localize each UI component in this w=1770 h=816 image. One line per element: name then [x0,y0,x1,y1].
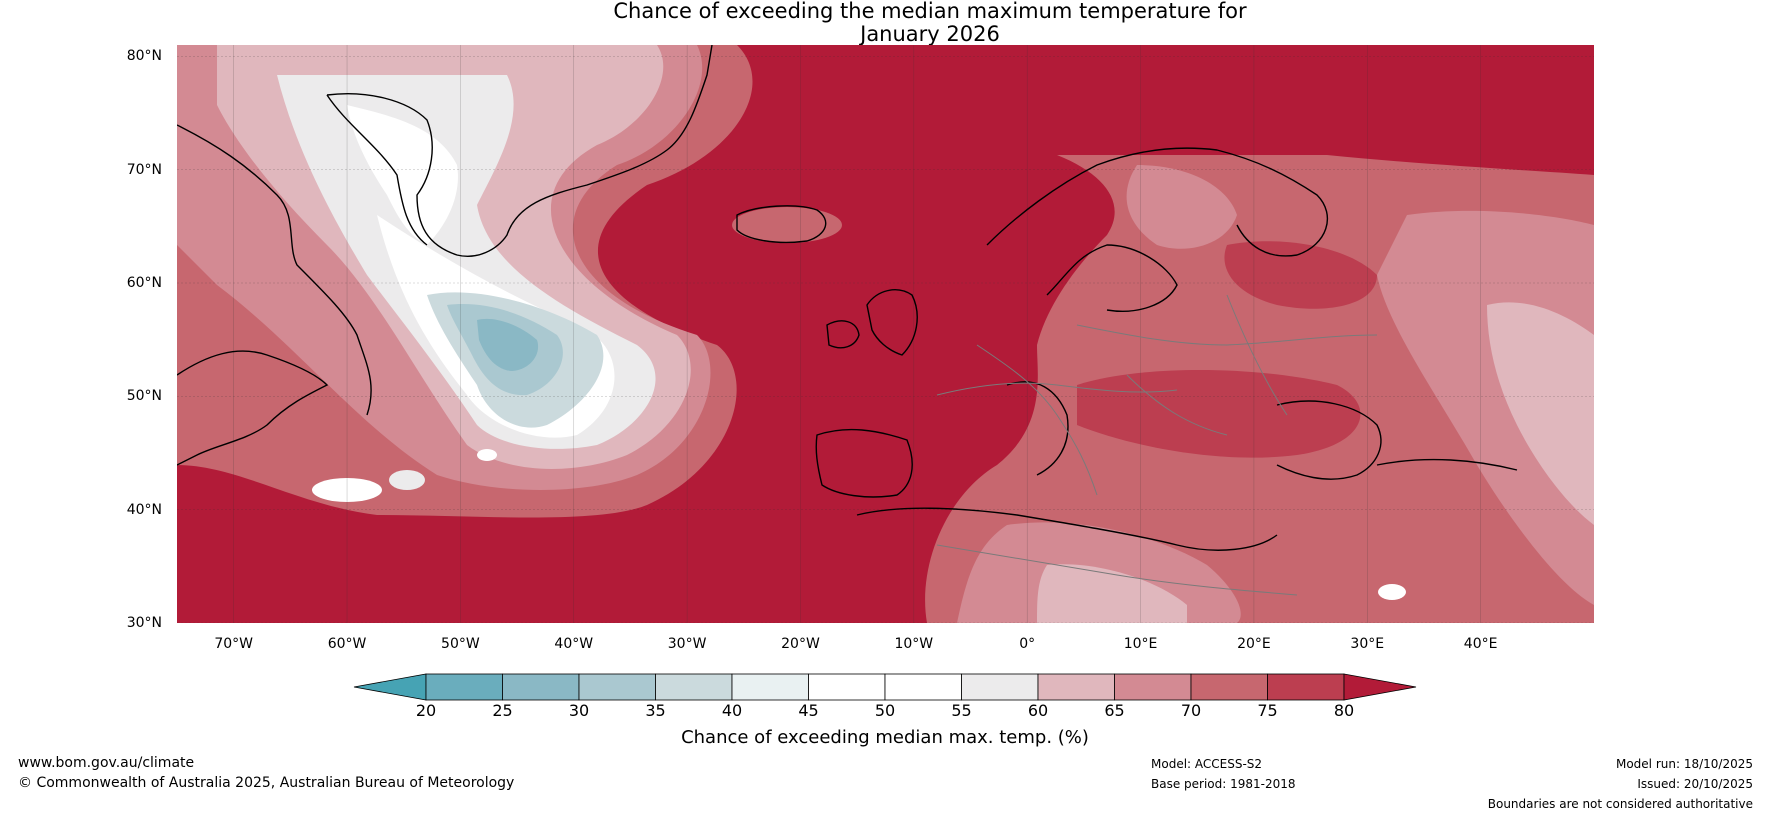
lon-label-20w: 20°W [781,636,820,652]
colorbar-cell [1037,673,1115,701]
colorbar-cell [731,673,809,701]
colorbar-cell [578,673,656,701]
lon-label-40e: 40°E [1463,636,1498,652]
lon-label-60w: 60°W [327,636,367,652]
lon-label-40w: 40°W [554,636,594,652]
colorbar-max-extend [1343,673,1417,701]
colorbar-tick-40: 40 [721,701,743,720]
colorbar-tick-45: 45 [798,701,819,720]
lon-label-30e: 30°E [1350,636,1385,652]
colorbar-tick-35: 35 [645,701,666,720]
probability-field [177,45,1594,623]
colorbar-tick-55: 55 [951,701,972,720]
colorbar-cell [884,673,962,701]
model-run-date: Model run: 18/10/2025 [1615,757,1753,771]
colorbar-min-extend [353,673,427,701]
copyright-text: © Commonwealth of Australia 2025, Austra… [18,775,515,791]
map-title: Chance of exceeding the median maximum t… [0,0,1770,46]
lat-label-80n: 80°N [126,48,162,65]
lon-label-50w: 50°W [441,636,480,652]
colorbar-cell [655,673,733,701]
country-borders [936,294,1378,596]
colorbar-cell [502,673,580,701]
website-link[interactable]: www.bom.gov.au/climate [18,755,195,771]
colorbar-cell [1267,673,1345,701]
lon-label-70w: 70°W [214,636,253,652]
coastlines [177,45,1518,551]
colorbar-tick-25: 25 [492,701,513,720]
colorbar-tick-65: 65 [1104,701,1125,720]
title-line-1: Chance of exceeding the median maximum t… [613,0,1247,23]
lat-label-70n: 70°N [126,161,162,178]
colorbar-cell [1114,673,1192,701]
colorbar-tick-60: 60 [1027,701,1049,720]
boundaries-disclaimer: Boundaries are not considered authoritat… [1487,797,1753,811]
lon-label-20e: 20°E [1237,636,1271,652]
colorbar-cell [808,673,886,701]
colorbar-cell [1190,673,1268,701]
colorbar-cell [425,673,503,701]
colorbar-label: Chance of exceeding median max. temp. (%… [681,727,1089,748]
colorbar [353,673,1417,701]
issued-date: Issued: 20/10/2025 [1637,777,1753,791]
lat-label-30n: 30°N [126,615,162,631]
colorbar-cells [353,673,1417,701]
map-canvas [177,45,1594,623]
base-period: Base period: 1981-2018 [1151,777,1296,791]
colorbar-tick-70: 70 [1180,701,1202,720]
colorbar-tick-30: 30 [568,701,590,720]
lat-label-50n: 50°N [126,388,162,405]
colorbar-tick-80: 80 [1333,701,1355,720]
lat-label-60n: 60°N [126,275,162,291]
lon-label-30w: 30°W [667,636,707,652]
model-name: Model: ACCESS-S2 [1151,757,1263,771]
lon-label-10e: 10°E [1123,636,1158,652]
colorbar-tick-20: 20 [415,701,437,720]
lon-label-10w: 10°W [894,636,934,652]
colorbar-cell [961,673,1039,701]
colorbar-tick-75: 75 [1257,701,1278,720]
lat-label-40n: 40°N [126,501,162,518]
colorbar-tick-50: 50 [874,701,896,720]
lon-label-0: 0° [1019,636,1036,652]
title-line-2: January 2026 [860,22,1000,46]
forecast-map [177,45,1594,623]
